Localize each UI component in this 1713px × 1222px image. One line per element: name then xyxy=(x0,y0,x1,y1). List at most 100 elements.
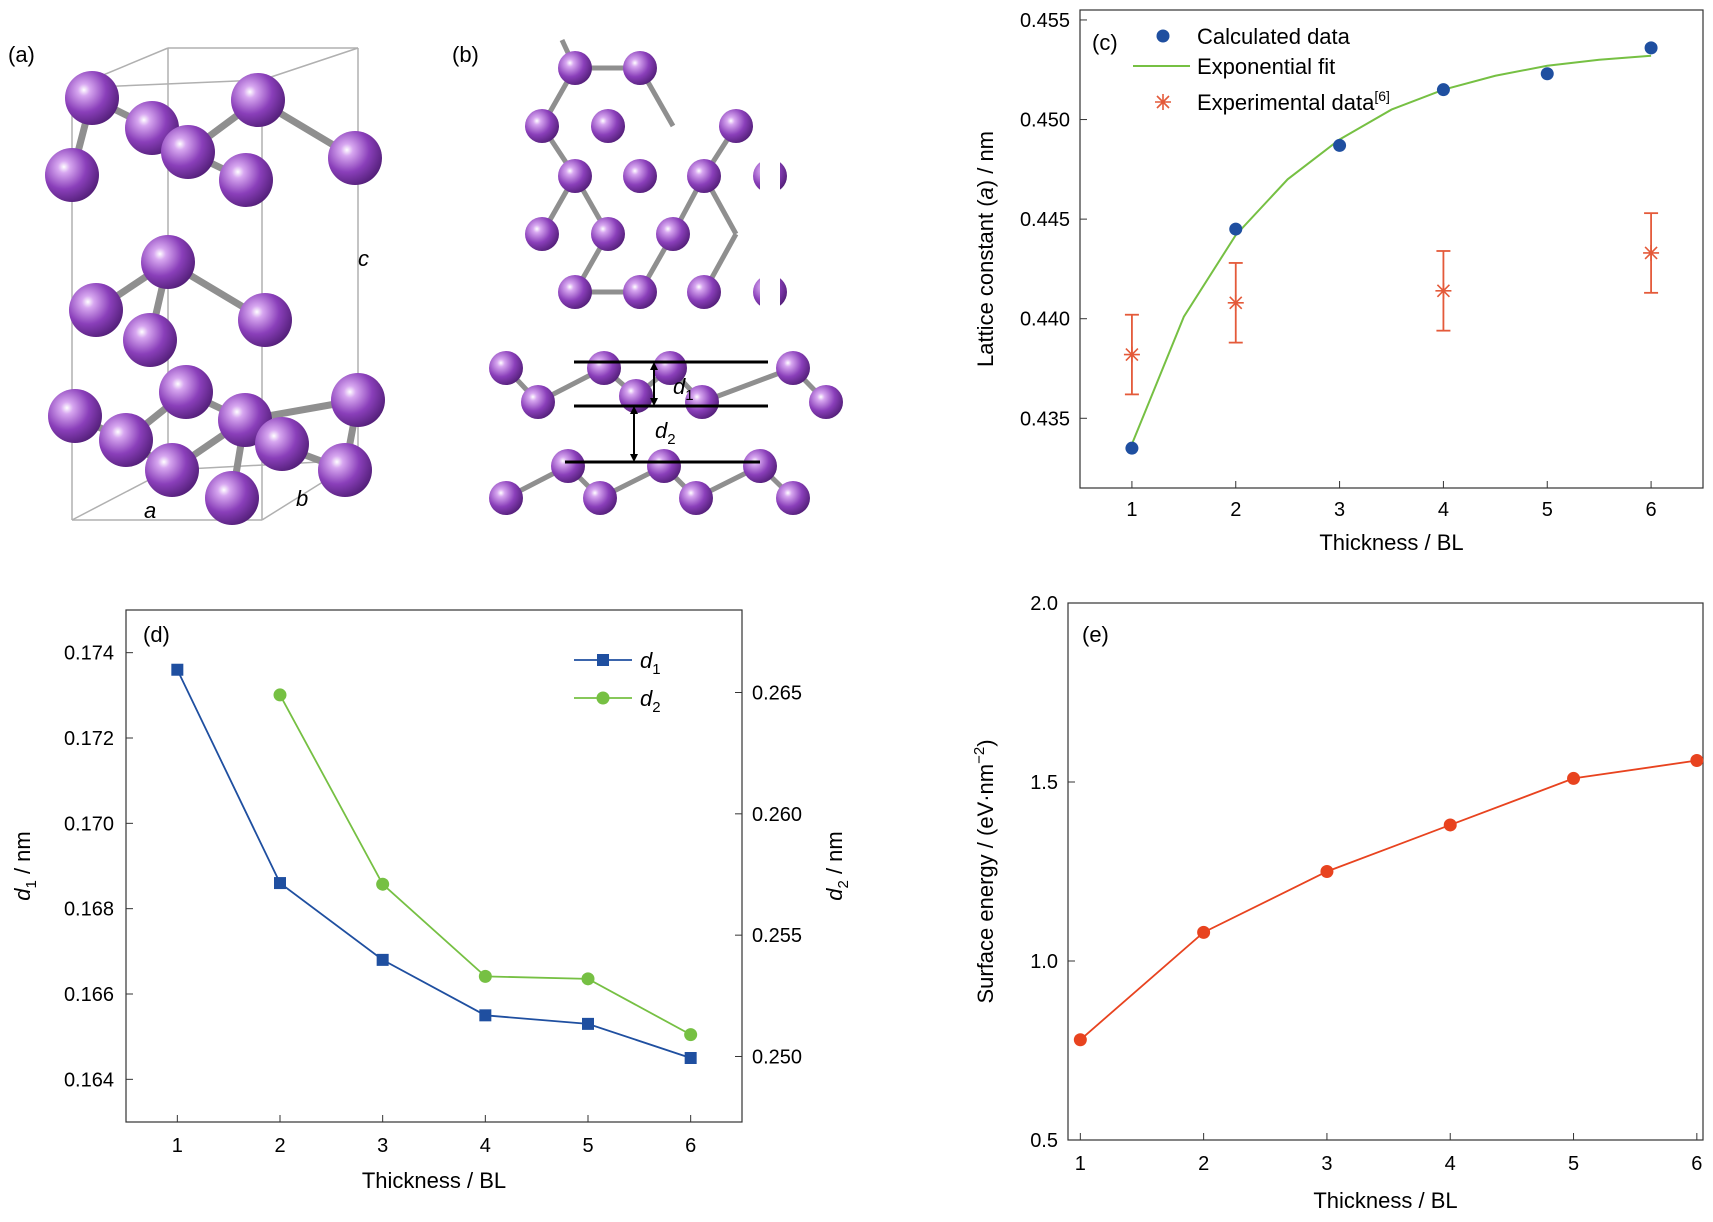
side-view-atom xyxy=(653,351,687,385)
d1-data-point xyxy=(479,1009,492,1022)
d2-data-point xyxy=(684,1028,698,1042)
side-view-atom xyxy=(776,351,810,385)
panel-b-tag: (b) xyxy=(452,42,479,67)
exponential-fit-line xyxy=(1130,54,1652,445)
atom xyxy=(219,153,273,207)
atom xyxy=(331,373,385,427)
x-tick-label-d: 5 xyxy=(582,1135,593,1157)
d2-data-point xyxy=(376,877,390,891)
calculated-data-point xyxy=(1229,222,1243,236)
x-tick-label-c: 4 xyxy=(1438,499,1449,521)
side-view-atom xyxy=(647,449,681,483)
d1-data-point xyxy=(171,663,184,676)
lattice-vector-b-label: b xyxy=(296,486,308,511)
side-view-atom xyxy=(809,385,843,419)
legend-marker-experimental xyxy=(1155,94,1171,110)
y-right-axis-label-d: d2 / nm xyxy=(822,831,852,901)
atom xyxy=(69,283,123,337)
experimental-data-point xyxy=(1123,346,1140,363)
x-tick-label-d: 4 xyxy=(480,1135,491,1157)
y-left-tick-label-d: 0.174 xyxy=(64,643,114,665)
legend-label-experimental: Experimental data[6] xyxy=(1197,88,1390,115)
d2-data-point xyxy=(581,972,595,986)
atom xyxy=(231,73,285,127)
chart-d-interlayer-distances: 1 2 3 4 5 6 0.164 0.166 0.168 0.170 0.172 0.174 0.25… xyxy=(10,609,852,1193)
x-tick-label-d: 3 xyxy=(377,1135,388,1157)
x-tick-label-c: 5 xyxy=(1542,499,1553,521)
y-tick-label-e: 1.5 xyxy=(1030,772,1058,794)
y-tick-label-e: 0.5 xyxy=(1030,1130,1058,1152)
experimental-data-point xyxy=(1227,294,1244,311)
y-left-tick-label-d: 0.170 xyxy=(64,813,114,835)
y-tick-label-c: 0.455 xyxy=(1020,10,1070,32)
side-view-atom xyxy=(489,481,523,515)
x-tick-label-e: 1 xyxy=(1075,1153,1086,1175)
y-tick-label-e: 2.0 xyxy=(1030,593,1058,615)
chart-e-surface-energy: 1 2 3 4 5 6 0.5 1.0 1.5 2.0 Thickness / BL Surface … xyxy=(971,593,1704,1213)
d1-data-point xyxy=(376,953,389,966)
calculated-data-point xyxy=(1436,83,1450,97)
y-tick-label-c: 0.450 xyxy=(1020,110,1070,132)
panel-a-crystal-structure xyxy=(45,47,385,525)
top-view-atom xyxy=(687,275,721,309)
plot-frame-d xyxy=(125,609,743,1123)
d1-data-point xyxy=(582,1017,594,1030)
x-tick-label-e: 4 xyxy=(1445,1153,1456,1175)
x-tick-label-c: 1 xyxy=(1126,499,1137,521)
legend-label-d1: d1 xyxy=(640,648,661,678)
series-line-d2 xyxy=(279,694,692,1036)
lattice-vector-a-label: a xyxy=(144,498,156,523)
y-right-tick-label-d: 0.260 xyxy=(752,804,802,826)
x-tick-label-e: 5 xyxy=(1568,1153,1579,1175)
side-view-atom xyxy=(679,481,713,515)
atom xyxy=(65,71,119,125)
side-view-atom xyxy=(489,351,523,385)
x-tick-label-e: 3 xyxy=(1321,1153,1332,1175)
side-view-atom xyxy=(551,449,585,483)
experimental-data-point xyxy=(1435,282,1452,299)
surface-energy-line xyxy=(1079,759,1697,1041)
experimental-data-point xyxy=(1643,244,1660,261)
atom xyxy=(161,125,215,179)
y-right-tick-label-d: 0.265 xyxy=(752,683,802,705)
y-tick-label-c: 0.440 xyxy=(1020,309,1070,331)
surface-energy-point xyxy=(1443,818,1457,832)
top-view-atom xyxy=(623,275,657,309)
x-tick-label-d: 1 xyxy=(172,1135,183,1157)
surface-energy-point xyxy=(1567,771,1581,785)
calculated-data-point xyxy=(1125,441,1139,455)
side-view-atom xyxy=(776,481,810,515)
side-view-atom xyxy=(685,385,719,419)
legend-label-d2: d2 xyxy=(640,686,661,716)
top-view-atom xyxy=(719,109,753,143)
top-view-atom xyxy=(525,217,559,251)
y-right-tick-label-d: 0.250 xyxy=(752,1046,802,1068)
atom xyxy=(328,131,382,185)
top-view-atom xyxy=(591,217,625,251)
top-view-atom xyxy=(558,275,592,309)
surface-energy-point xyxy=(1690,754,1704,768)
atom xyxy=(238,293,292,347)
x-axis-label-e: Thickness / BL xyxy=(1313,1188,1457,1213)
atom xyxy=(159,365,213,419)
y-axis-label-e: Surface energy / (eV·nm−2) xyxy=(971,739,998,1003)
top-view-atom xyxy=(591,109,625,143)
legend-label-calculated: Calculated data xyxy=(1197,24,1351,49)
legend-marker-d1 xyxy=(597,654,609,666)
y-left-tick-label-d: 0.166 xyxy=(64,984,114,1006)
calculated-data-point xyxy=(1333,138,1347,152)
x-tick-label-e: 2 xyxy=(1198,1153,1209,1175)
y-left-axis-label-d: d1 / nm xyxy=(10,831,40,901)
atom xyxy=(123,313,177,367)
panel-tag-d: (d) xyxy=(143,622,170,647)
d1-label-symbol: d1 xyxy=(673,374,694,404)
unit-cell-edge xyxy=(261,47,359,81)
atom xyxy=(48,389,102,443)
x-tick-label-e: 6 xyxy=(1691,1153,1702,1175)
y-right-tick-label-d: 0.255 xyxy=(752,925,802,947)
x-tick-label-d: 2 xyxy=(274,1135,285,1157)
top-view-atom xyxy=(687,159,721,193)
atom xyxy=(318,443,372,497)
atom xyxy=(255,417,309,471)
